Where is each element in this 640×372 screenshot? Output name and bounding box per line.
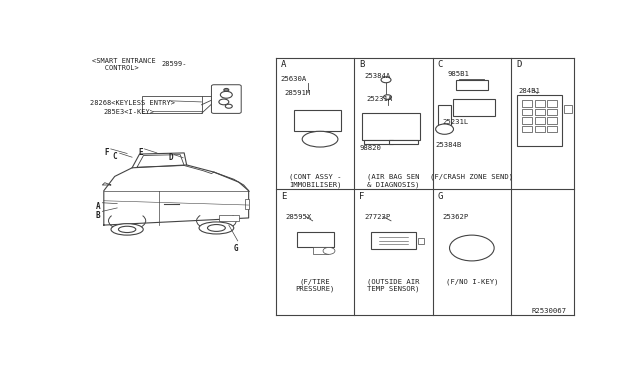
Text: 25384A: 25384A [364,73,390,79]
Bar [522,118,532,124]
Bar [535,126,545,132]
Text: (OUTSIDE AIR
TEMP SENSOR): (OUTSIDE AIR TEMP SENSOR) [367,278,420,292]
Text: 28268<KEYLESS ENTRY>: 28268<KEYLESS ENTRY> [90,100,175,106]
Bar [547,100,557,106]
Text: 28591M: 28591M [285,90,311,96]
Circle shape [381,77,391,83]
Bar [522,100,532,106]
Text: (AIR BAG SEN
& DIAGNOSIS): (AIR BAG SEN & DIAGNOSIS) [367,173,420,187]
Text: B: B [96,211,100,220]
Circle shape [219,99,229,105]
Bar [535,100,545,106]
Bar [438,105,451,125]
Circle shape [449,235,494,261]
Text: (F/TIRE
PRESSURE): (F/TIRE PRESSURE) [296,278,335,292]
Text: A: A [96,202,100,211]
Text: R2530067: R2530067 [531,308,566,314]
Text: F: F [105,148,109,157]
Ellipse shape [118,226,136,232]
Text: 25362P: 25362P [443,214,469,219]
Bar [535,118,545,124]
Text: (F/NO I-KEY): (F/NO I-KEY) [445,278,498,285]
Text: 27722P: 27722P [364,214,390,219]
Circle shape [436,124,454,134]
Text: 985B1: 985B1 [447,71,469,77]
Text: C: C [112,152,117,161]
Text: G: G [438,192,443,201]
Bar [418,238,424,244]
FancyBboxPatch shape [211,85,241,113]
Bar [371,232,416,250]
Text: 28599-: 28599- [162,61,188,67]
Text: 25231L: 25231L [443,119,469,125]
Bar [219,215,239,221]
Text: 98820: 98820 [359,145,381,151]
Text: A: A [281,60,286,69]
Circle shape [225,104,232,108]
Text: 25384B: 25384B [435,142,461,148]
Text: 284B1: 284B1 [518,87,540,94]
Text: (CONT ASSY -
IMMOBILISER): (CONT ASSY - IMMOBILISER) [289,173,341,187]
Text: D: D [168,154,173,163]
Bar [535,109,545,115]
Bar [362,113,419,140]
Text: E: E [281,192,286,201]
Text: G: G [234,244,238,253]
Bar [547,126,557,132]
Bar [244,199,248,209]
Circle shape [323,247,335,254]
Bar [456,80,488,90]
Bar [312,247,328,254]
Text: 25231A: 25231A [367,96,393,102]
Text: C: C [438,60,443,69]
Bar [547,109,557,115]
Bar [453,99,495,116]
Text: F: F [359,192,365,201]
Text: 25630A: 25630A [281,76,307,82]
Bar [388,140,419,144]
Bar [296,231,333,247]
Text: <SMART ENTRANCE
   CONTROL>: <SMART ENTRANCE CONTROL> [92,58,156,71]
Ellipse shape [302,131,338,147]
Text: D: D [516,60,522,69]
Ellipse shape [111,224,143,235]
Bar [522,109,532,115]
Bar [142,96,202,113]
Circle shape [224,89,229,92]
Ellipse shape [207,225,225,231]
Text: (F/CRASH ZONE SEND): (F/CRASH ZONE SEND) [430,173,513,180]
Bar [364,140,394,144]
Bar [564,105,572,113]
Bar [522,126,532,132]
Text: B: B [359,60,365,69]
Bar [294,110,341,131]
Text: 285E3<I-KEY>: 285E3<I-KEY> [104,109,155,115]
Ellipse shape [199,222,234,234]
Circle shape [383,95,392,99]
Text: 28595X: 28595X [286,214,312,219]
Text: E: E [138,148,143,157]
Bar [518,96,562,145]
Circle shape [220,92,232,98]
Bar [547,118,557,124]
